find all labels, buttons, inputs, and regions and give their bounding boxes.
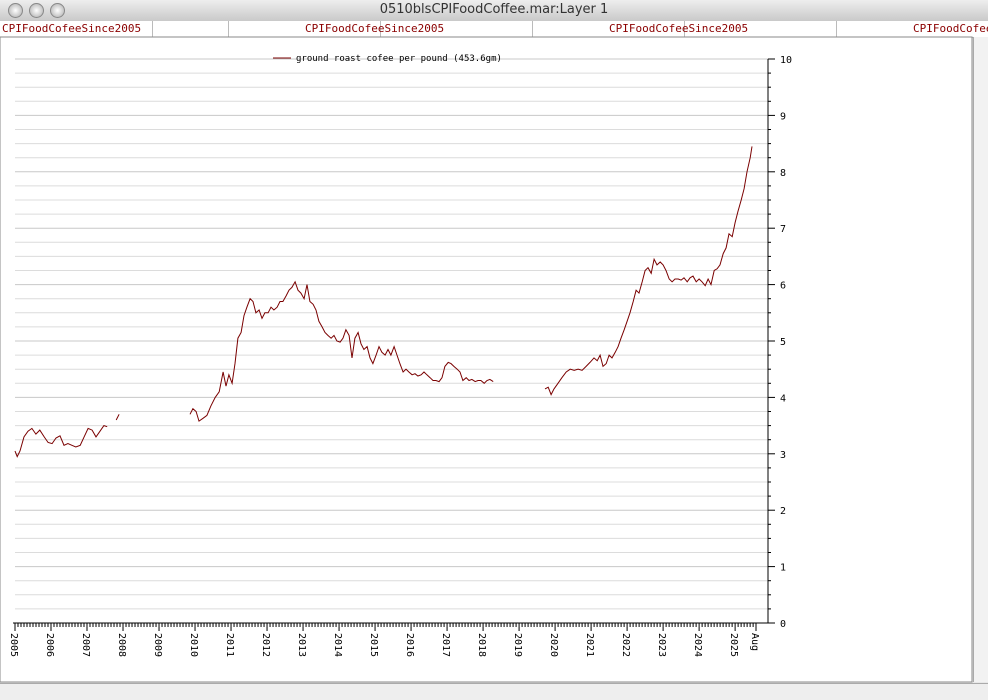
separator [684,21,685,37]
header-cell: CPIFoodCofeeSince2005 [913,22,988,35]
x-tick-label: 2022 [620,633,631,657]
x-tick-label: 2006 [44,633,55,657]
y-tick-label: 8 [780,168,786,179]
x-tick-label: 2005 [8,633,19,657]
x-tick-label: 2018 [476,633,487,657]
data-line [14,146,753,458]
x-tick-label: 2016 [404,633,415,657]
y-tick-label: 9 [780,111,786,122]
header-cell: CPIFoodCofeeSince2005 [2,22,142,35]
separator [532,21,533,37]
x-tick-label: 2024 [692,633,703,657]
title-bar: 0510blsCPIFoodCoffee.mar:Layer 1 [0,0,988,22]
legend-label: ground roast cofee per pound (453.6gm) [296,54,502,64]
close-button[interactable] [8,3,23,18]
separator [228,21,229,37]
separator [152,21,153,37]
window-title: 0510blsCPIFoodCoffee.mar:Layer 1 [379,2,609,17]
y-tick-label: 0 [780,619,786,630]
status-bar [0,683,988,700]
scrollbar[interactable] [973,37,988,682]
x-tick-label: 2019 [512,633,523,657]
x-tick-label: 2008 [116,633,127,657]
x-tick-label: 2009 [152,633,163,657]
y-tick-label: 1 [780,563,786,574]
y-tick-label: 4 [780,393,786,404]
header-cell: CPIFoodCofeeSince2005 [609,22,749,35]
header-row: CPIFoodCofeeSince2005 CPIFoodCofeeSince2… [0,21,988,38]
minimize-button[interactable] [29,3,44,18]
y-tick-label: 3 [780,450,786,461]
x-tick-label: 2010 [188,633,199,657]
x-tick-label: 2014 [332,633,343,657]
chart: 0 1 2 3 4 5 6 7 8 9 10 2005 2006 2007 2008 2009 2010 2011… [0,36,973,683]
x-tick-label: 2012 [260,633,271,657]
separator [836,21,837,37]
y-tick-label: 10 [780,55,792,66]
x-tick-label: 2021 [584,633,595,657]
x-tick-label: Aug [749,633,760,651]
y-tick-label: 5 [780,337,786,348]
x-tick-label: 2025 [728,633,739,657]
x-tick-label: 2013 [296,633,307,657]
x-tick-label: 2020 [548,633,559,657]
header-cell: CPIFoodCofeeSince2005 [305,22,445,35]
zoom-button[interactable] [50,3,65,18]
x-tick-label: 2023 [656,633,667,657]
plot-background [0,36,973,683]
x-tick-label: 2017 [440,633,451,657]
separator [380,21,381,37]
y-tick-label: 6 [780,281,786,292]
x-tick-label: 2015 [368,633,379,657]
y-tick-label: 7 [780,224,786,235]
y-tick-label: 2 [780,506,786,517]
x-tick-label: 2011 [224,633,235,657]
x-tick-label: 2007 [80,633,91,657]
